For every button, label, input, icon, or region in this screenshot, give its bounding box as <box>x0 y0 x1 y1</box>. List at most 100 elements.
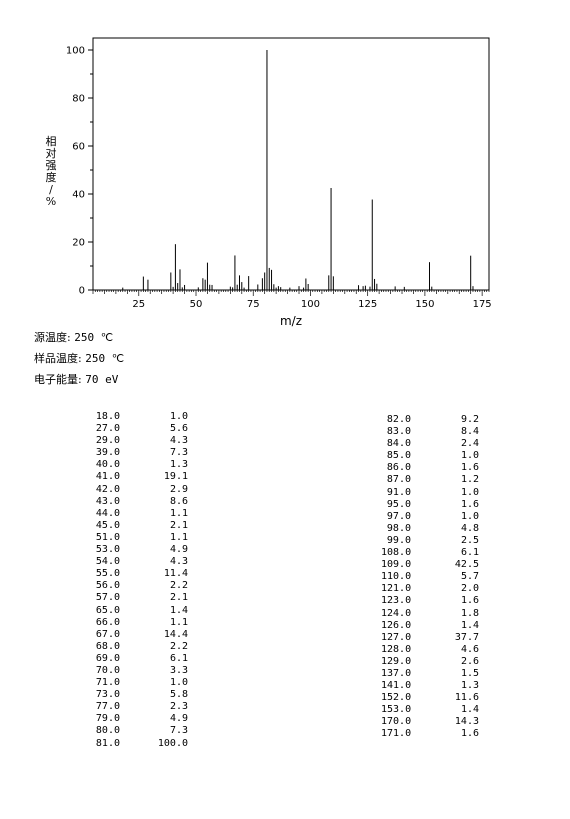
y-tick-label: 40 <box>72 190 85 201</box>
mz-value: 29.0 <box>95 435 120 447</box>
mz-value: 77.0 <box>95 701 120 713</box>
x-tick-label: 150 <box>415 299 434 310</box>
relative-intensity-value: 1.6 <box>460 595 479 607</box>
mz-value: 43.0 <box>95 495 120 507</box>
x-tick-label: 100 <box>301 299 320 310</box>
mz-value: 124.0 <box>381 607 412 619</box>
y-axis-label-char: / <box>49 183 53 196</box>
mz-value: 53.0 <box>95 544 120 556</box>
mz-value: 153.0 <box>381 704 412 716</box>
mz-value: 44.0 <box>95 507 120 519</box>
mz-value: 57.0 <box>95 592 120 604</box>
plot-frame <box>92 37 490 291</box>
mz-value: 69.0 <box>95 652 120 664</box>
relative-intensity-value: 1.4 <box>460 704 479 716</box>
relative-intensity-value: 2.2 <box>169 640 188 652</box>
mz-value: 137.0 <box>381 667 412 679</box>
relative-intensity-value: 3.3 <box>169 664 188 676</box>
relative-intensity-value: 2.6 <box>460 655 479 667</box>
mz-value: 27.0 <box>95 423 120 435</box>
relative-intensity-value: 11.6 <box>454 692 479 704</box>
mz-value: 129.0 <box>381 655 412 667</box>
y-axis-label-char: 强 <box>46 159 57 172</box>
x-axis-label: m/z <box>280 314 302 328</box>
relative-intensity-value: 1.3 <box>460 680 479 692</box>
mz-value: 108.0 <box>381 547 412 559</box>
mass-spectrum-chart: 0 20 40 60 80 100 25 50 75 100 125 150 175 相对强度/% m… <box>46 37 492 328</box>
mz-value: 85.0 <box>386 450 411 462</box>
x-axis-ticks: 25 50 75 100 125 150 175 <box>92 290 492 310</box>
mz-value: 81.0 <box>95 737 120 749</box>
mz-value: 71.0 <box>95 677 120 689</box>
mz-value: 127.0 <box>381 631 412 643</box>
mz-value: 82.0 <box>386 414 411 425</box>
y-tick-label: 0 <box>79 286 85 297</box>
electron-energy-value: 70 eV <box>85 373 119 386</box>
sample-temperature: 样品温度: 250 ℃ <box>34 350 124 366</box>
relative-intensity-value: 2.1 <box>169 519 188 531</box>
mz-value: 84.0 <box>386 438 411 450</box>
relative-intensity-value: 5.7 <box>460 571 479 583</box>
relative-intensity-value: 9.2 <box>460 414 479 425</box>
mz-value: 67.0 <box>95 628 120 640</box>
relative-intensity-value: 2.4 <box>460 438 479 450</box>
mz-value: 86.0 <box>386 462 411 474</box>
mz-value: 83.0 <box>386 426 411 438</box>
relative-intensity-value: 1.1 <box>169 531 188 543</box>
x-tick-label: 75 <box>247 299 260 310</box>
relative-intensity-value: 1.6 <box>460 498 479 510</box>
mz-value: 51.0 <box>95 531 120 543</box>
mz-value: 152.0 <box>381 692 412 704</box>
relative-intensity-value: 4.9 <box>169 713 188 725</box>
mz-value: 42.0 <box>95 483 120 495</box>
mz-value: 73.0 <box>95 689 120 701</box>
electron-energy: 电子能量: 70 eV <box>34 371 118 387</box>
y-axis-label: 相对强度/% <box>46 135 57 208</box>
mz-value: 97.0 <box>386 510 411 522</box>
mz-value: 141.0 <box>381 680 412 692</box>
relative-intensity-value: 2.5 <box>460 534 479 546</box>
mz-value: 41.0 <box>95 471 120 483</box>
relative-intensity-value: 2.3 <box>169 701 188 713</box>
mz-value: 45.0 <box>95 519 120 531</box>
y-axis-ticks: 0 20 40 60 80 100 <box>66 46 93 297</box>
relative-intensity-value: 1.5 <box>460 667 479 679</box>
relative-intensity-value: 1.0 <box>169 677 188 689</box>
electron-energy-label: 电子能量: <box>34 373 82 386</box>
y-axis-label-char: 相 <box>46 135 57 148</box>
relative-intensity-value: 37.7 <box>454 631 479 643</box>
relative-intensity-value: 1.4 <box>169 604 188 616</box>
mz-value: 110.0 <box>381 571 412 583</box>
relative-intensity-value: 14.4 <box>163 628 188 640</box>
x-tick-label: 25 <box>132 299 145 310</box>
mz-value: 54.0 <box>95 556 120 568</box>
y-axis-label-char: % <box>46 195 56 208</box>
x-tick-label: 175 <box>473 299 492 310</box>
relative-intensity-value: 42.5 <box>454 559 479 571</box>
relative-intensity-value: 1.0 <box>460 450 479 462</box>
mz-value: 65.0 <box>95 604 120 616</box>
mz-value: 170.0 <box>381 716 412 728</box>
mz-value: 39.0 <box>95 447 120 459</box>
mz-value: 68.0 <box>95 640 120 652</box>
relative-intensity-value: 7.3 <box>169 725 188 737</box>
y-tick-label: 80 <box>72 94 85 105</box>
mz-value: 40.0 <box>95 459 120 471</box>
relative-intensity-value: 4.3 <box>169 556 188 568</box>
relative-intensity-value: 5.8 <box>169 689 188 701</box>
mz-value: 99.0 <box>386 534 411 546</box>
mz-value: 126.0 <box>381 619 412 631</box>
relative-intensity-value: 1.1 <box>169 616 188 628</box>
mz-value: 123.0 <box>381 595 412 607</box>
relative-intensity-value: 8.6 <box>169 495 188 507</box>
source-temperature: 源温度: 250 ℃ <box>34 329 113 345</box>
relative-intensity-value: 2.1 <box>169 592 188 604</box>
relative-intensity-value: 2.2 <box>169 580 188 592</box>
mz-value: 95.0 <box>386 498 411 510</box>
mz-value: 18.0 <box>95 411 120 422</box>
relative-intensity-value: 1.4 <box>460 619 479 631</box>
relative-intensity-value: 1.0 <box>460 510 479 522</box>
source-temperature-value: 250 ℃ <box>74 331 114 344</box>
relative-intensity-value: 6.1 <box>169 652 188 664</box>
relative-intensity-value: 19.1 <box>163 471 188 483</box>
